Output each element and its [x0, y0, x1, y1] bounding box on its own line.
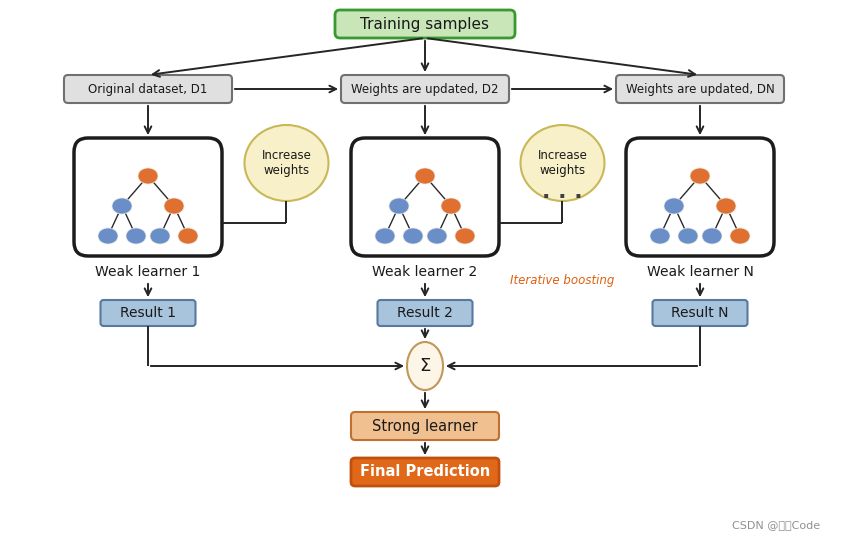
- Ellipse shape: [407, 342, 443, 390]
- Ellipse shape: [126, 228, 146, 244]
- FancyBboxPatch shape: [351, 138, 499, 256]
- Ellipse shape: [150, 228, 170, 244]
- Text: Result N: Result N: [672, 306, 728, 320]
- FancyBboxPatch shape: [351, 412, 499, 440]
- Text: Weak learner 1: Weak learner 1: [95, 265, 201, 279]
- Ellipse shape: [664, 198, 684, 214]
- Ellipse shape: [690, 168, 710, 184]
- Text: Weak learner N: Weak learner N: [647, 265, 753, 279]
- Ellipse shape: [441, 198, 461, 214]
- Ellipse shape: [138, 168, 158, 184]
- FancyBboxPatch shape: [351, 458, 499, 486]
- Ellipse shape: [389, 198, 409, 214]
- Ellipse shape: [403, 228, 423, 244]
- FancyBboxPatch shape: [616, 75, 784, 103]
- Ellipse shape: [164, 198, 184, 214]
- Text: Training samples: Training samples: [360, 17, 490, 32]
- Text: Σ: Σ: [419, 357, 431, 375]
- Ellipse shape: [730, 228, 750, 244]
- Ellipse shape: [650, 228, 670, 244]
- Text: Weights are updated, D2: Weights are updated, D2: [351, 82, 499, 96]
- Text: CSDN @鑫宝Code: CSDN @鑫宝Code: [732, 520, 820, 530]
- Ellipse shape: [520, 125, 604, 201]
- Ellipse shape: [455, 228, 475, 244]
- Ellipse shape: [245, 125, 328, 201]
- Text: Weights are updated, DN: Weights are updated, DN: [626, 82, 774, 96]
- FancyBboxPatch shape: [626, 138, 774, 256]
- Ellipse shape: [98, 228, 118, 244]
- Ellipse shape: [427, 228, 447, 244]
- FancyBboxPatch shape: [377, 300, 473, 326]
- FancyBboxPatch shape: [653, 300, 747, 326]
- FancyBboxPatch shape: [335, 10, 515, 38]
- FancyBboxPatch shape: [64, 75, 232, 103]
- Text: Increase
weights: Increase weights: [262, 149, 311, 177]
- Ellipse shape: [702, 228, 722, 244]
- Text: Original dataset, D1: Original dataset, D1: [88, 82, 207, 96]
- Ellipse shape: [415, 168, 435, 184]
- Ellipse shape: [678, 228, 698, 244]
- Text: Result 2: Result 2: [397, 306, 453, 320]
- Text: Increase
weights: Increase weights: [537, 149, 587, 177]
- Text: Strong learner: Strong learner: [372, 419, 478, 434]
- Ellipse shape: [178, 228, 198, 244]
- Ellipse shape: [716, 198, 736, 214]
- Text: Weak learner 2: Weak learner 2: [372, 265, 478, 279]
- Text: Result 1: Result 1: [120, 306, 176, 320]
- Ellipse shape: [112, 198, 132, 214]
- FancyBboxPatch shape: [74, 138, 222, 256]
- Text: Final Prediction: Final Prediction: [360, 465, 490, 479]
- Ellipse shape: [375, 228, 395, 244]
- Text: Iterative boosting: Iterative boosting: [510, 274, 615, 287]
- Text: · · ·: · · ·: [542, 187, 583, 207]
- FancyBboxPatch shape: [341, 75, 509, 103]
- FancyBboxPatch shape: [100, 300, 196, 326]
